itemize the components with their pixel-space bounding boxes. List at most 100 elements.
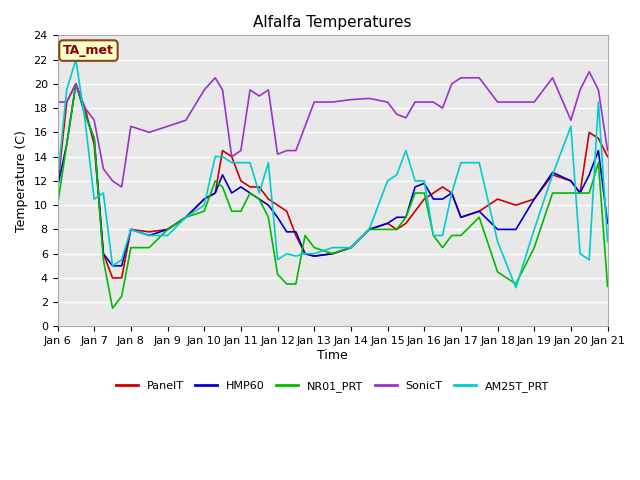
PanelT (576, 190, 584, 196)
SonicT (118, 184, 125, 190)
SonicT (164, 123, 172, 129)
AM25T_PRT (200, 202, 208, 208)
AM25T_PRT (54, 178, 61, 184)
PanelT (54, 184, 61, 190)
SonicT (476, 75, 483, 81)
PanelT (604, 154, 611, 159)
PanelT (274, 202, 282, 208)
SonicT (264, 87, 272, 93)
PanelT (301, 251, 309, 256)
AM25T_PRT (476, 160, 483, 166)
NR01_PRT (402, 215, 410, 220)
PanelT (457, 215, 465, 220)
SonicT (274, 151, 282, 157)
AM25T_PRT (63, 87, 70, 93)
AM25T_PRT (100, 190, 108, 196)
AM25T_PRT (595, 99, 602, 105)
HMP60 (54, 184, 61, 190)
HMP60 (384, 220, 392, 226)
PanelT (365, 227, 373, 232)
SonicT (182, 118, 189, 123)
HMP60 (100, 251, 108, 256)
AM25T_PRT (264, 160, 272, 166)
AM25T_PRT (457, 160, 465, 166)
AM25T_PRT (237, 160, 244, 166)
SonicT (567, 118, 575, 123)
SonicT (402, 115, 410, 120)
AM25T_PRT (246, 160, 254, 166)
PanelT (255, 184, 263, 190)
PanelT (109, 275, 116, 281)
SonicT (412, 99, 419, 105)
AM25T_PRT (310, 251, 318, 256)
HMP60 (438, 196, 446, 202)
HMP60 (301, 251, 309, 256)
PanelT (145, 229, 153, 235)
HMP60 (595, 148, 602, 154)
PanelT (531, 196, 538, 202)
NR01_PRT (457, 233, 465, 239)
Line: NR01_PRT: NR01_PRT (58, 84, 607, 308)
Line: PanelT: PanelT (58, 84, 607, 278)
X-axis label: Time: Time (317, 349, 348, 362)
AM25T_PRT (72, 57, 80, 62)
HMP60 (576, 190, 584, 196)
SonicT (531, 99, 538, 105)
PanelT (347, 245, 355, 251)
HMP60 (90, 135, 98, 141)
SonicT (604, 148, 611, 154)
AM25T_PRT (292, 253, 300, 259)
NR01_PRT (586, 190, 593, 196)
SonicT (219, 87, 227, 93)
Text: TA_met: TA_met (63, 44, 114, 57)
AM25T_PRT (211, 154, 219, 159)
HMP60 (118, 263, 125, 269)
NR01_PRT (301, 233, 309, 239)
PanelT (264, 196, 272, 202)
NR01_PRT (255, 196, 263, 202)
PanelT (429, 190, 437, 196)
PanelT (393, 227, 401, 232)
SonicT (586, 69, 593, 74)
NR01_PRT (292, 281, 300, 287)
HMP60 (402, 215, 410, 220)
AM25T_PRT (438, 233, 446, 239)
AM25T_PRT (531, 227, 538, 232)
SonicT (329, 99, 337, 105)
HMP60 (548, 169, 556, 175)
NR01_PRT (100, 257, 108, 263)
PanelT (420, 196, 428, 202)
HMP60 (81, 111, 89, 117)
SonicT (595, 87, 602, 93)
AM25T_PRT (283, 251, 291, 256)
HMP60 (476, 208, 483, 214)
NR01_PRT (164, 227, 172, 232)
AM25T_PRT (109, 263, 116, 269)
HMP60 (72, 81, 80, 87)
NR01_PRT (246, 190, 254, 196)
AM25T_PRT (512, 285, 520, 290)
HMP60 (182, 215, 189, 220)
PanelT (219, 148, 227, 154)
AM25T_PRT (118, 257, 125, 263)
NR01_PRT (211, 178, 219, 184)
SonicT (127, 123, 134, 129)
Line: HMP60: HMP60 (58, 84, 607, 266)
PanelT (384, 220, 392, 226)
AM25T_PRT (81, 118, 89, 123)
SonicT (512, 99, 520, 105)
AM25T_PRT (402, 148, 410, 154)
NR01_PRT (448, 233, 456, 239)
SonicT (576, 87, 584, 93)
PanelT (448, 190, 456, 196)
SonicT (54, 99, 61, 105)
HMP60 (145, 233, 153, 239)
PanelT (127, 227, 134, 232)
AM25T_PRT (182, 215, 189, 220)
HMP60 (274, 215, 282, 220)
NR01_PRT (283, 281, 291, 287)
SonicT (237, 148, 244, 154)
PanelT (586, 130, 593, 135)
AM25T_PRT (412, 178, 419, 184)
AM25T_PRT (548, 172, 556, 178)
